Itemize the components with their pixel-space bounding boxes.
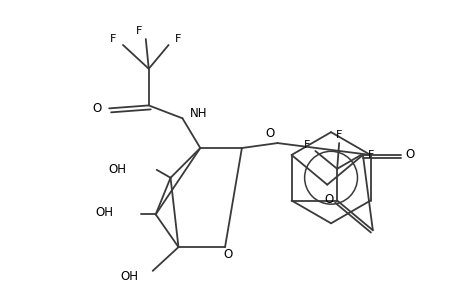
Text: O: O: [264, 127, 274, 140]
Text: O: O: [223, 248, 232, 260]
Text: F: F: [110, 34, 116, 44]
Text: F: F: [335, 130, 341, 140]
Text: O: O: [405, 148, 414, 161]
Text: O: O: [92, 102, 101, 115]
Text: F: F: [367, 150, 373, 160]
Text: F: F: [135, 26, 142, 36]
Text: OH: OH: [108, 163, 126, 176]
Text: OH: OH: [121, 270, 139, 283]
Text: F: F: [175, 34, 181, 44]
Text: O: O: [324, 193, 333, 206]
Text: F: F: [303, 140, 310, 150]
Text: OH: OH: [95, 206, 113, 219]
Text: NH: NH: [190, 107, 207, 120]
